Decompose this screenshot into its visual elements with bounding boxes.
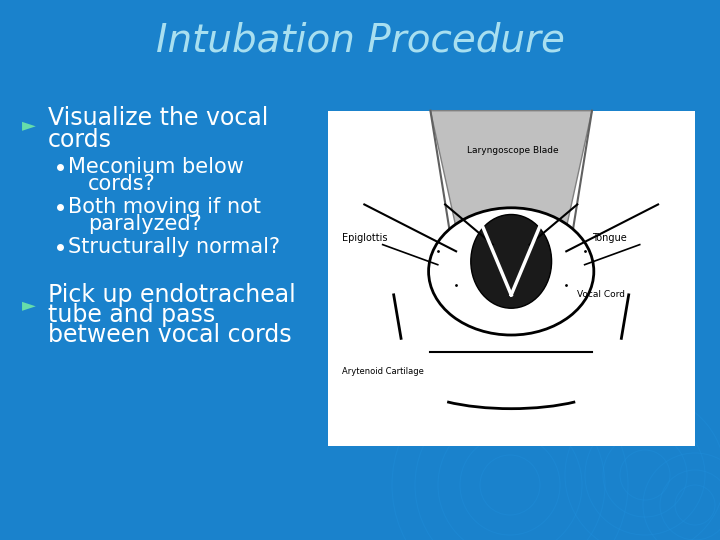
- Text: cords: cords: [48, 128, 112, 152]
- Ellipse shape: [428, 208, 594, 335]
- Text: Structurally normal?: Structurally normal?: [68, 237, 280, 257]
- Text: Both moving if not: Both moving if not: [68, 197, 261, 217]
- Text: Visualize the vocal: Visualize the vocal: [48, 106, 269, 130]
- Text: Pick up endotracheal: Pick up endotracheal: [48, 283, 296, 307]
- Text: ►: ►: [22, 296, 36, 314]
- Ellipse shape: [471, 214, 552, 308]
- Text: cords?: cords?: [88, 174, 156, 194]
- Text: Epiglottis: Epiglottis: [342, 233, 388, 243]
- Text: between vocal cords: between vocal cords: [48, 323, 292, 347]
- Text: paralyzed?: paralyzed?: [88, 214, 202, 234]
- Text: tube and pass: tube and pass: [48, 303, 215, 327]
- Bar: [328, 111, 695, 446]
- Text: ►: ►: [22, 116, 36, 134]
- Text: Intubation Procedure: Intubation Procedure: [156, 21, 564, 59]
- Text: Arytenoid Cartilage: Arytenoid Cartilage: [342, 367, 424, 376]
- Polygon shape: [431, 111, 592, 278]
- Text: Laryngoscope Blade: Laryngoscope Blade: [467, 146, 559, 156]
- Text: Meconium below: Meconium below: [68, 157, 244, 177]
- Text: Tongue: Tongue: [592, 233, 626, 243]
- Text: Vocal Cord: Vocal Cord: [577, 291, 625, 299]
